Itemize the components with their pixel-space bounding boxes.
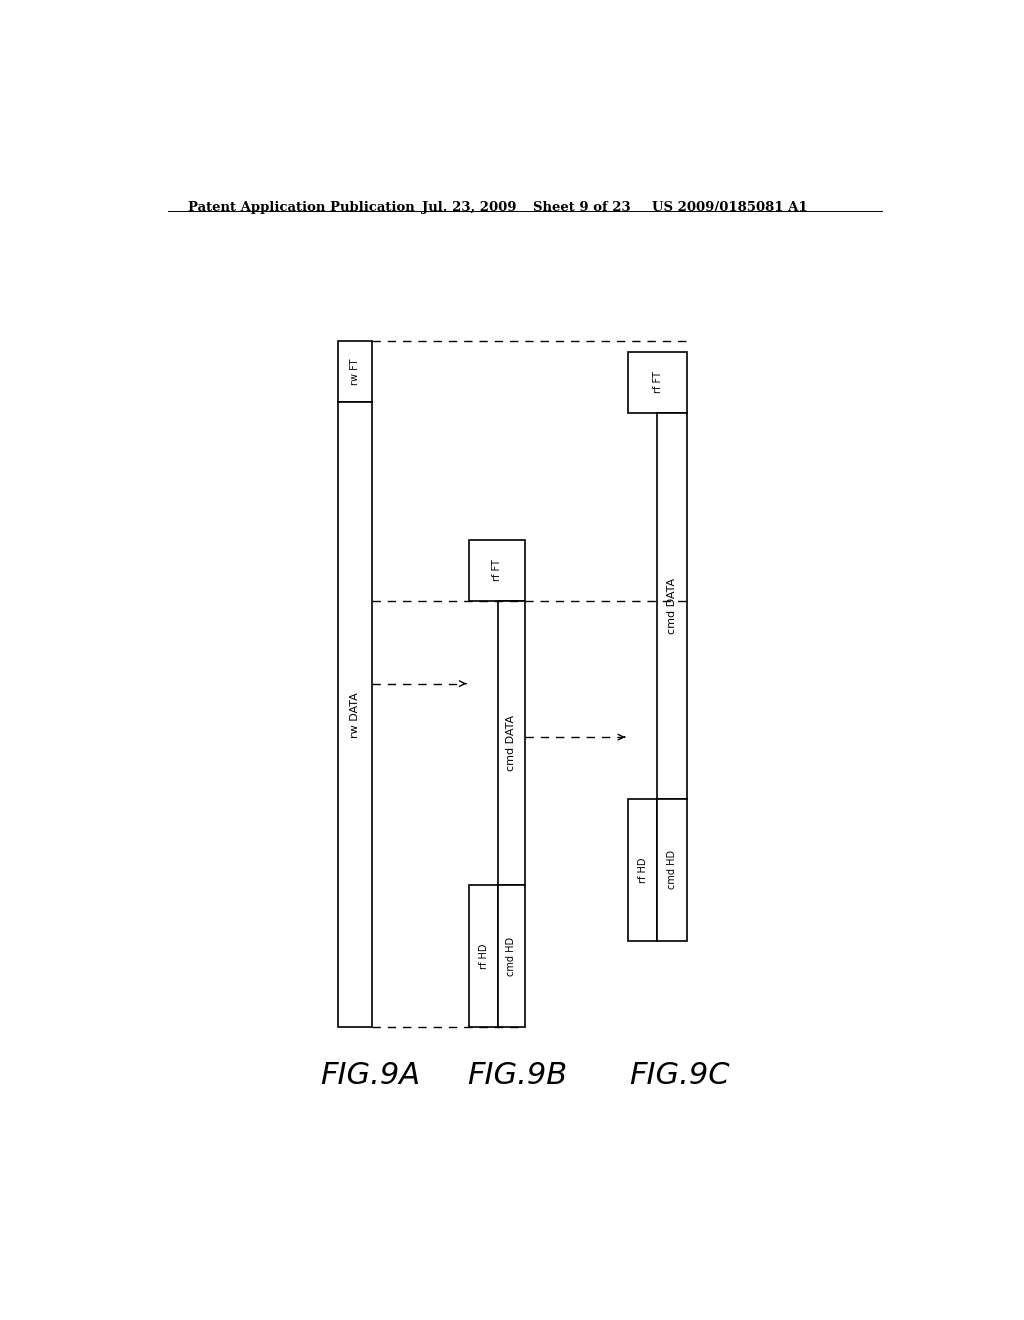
Text: rw DATA: rw DATA bbox=[350, 692, 360, 738]
Text: Jul. 23, 2009: Jul. 23, 2009 bbox=[422, 201, 516, 214]
Bar bbox=[498, 601, 524, 886]
Text: rf FT: rf FT bbox=[492, 560, 502, 581]
Text: cmd HD: cmd HD bbox=[668, 850, 678, 890]
Text: rf HD: rf HD bbox=[478, 944, 488, 969]
Bar bbox=[628, 799, 657, 941]
Text: rw FT: rw FT bbox=[350, 359, 360, 385]
Bar bbox=[657, 799, 687, 941]
Text: US 2009/0185081 A1: US 2009/0185081 A1 bbox=[652, 201, 807, 214]
Bar bbox=[469, 886, 498, 1027]
Text: cmd DATA: cmd DATA bbox=[668, 578, 678, 634]
Bar bbox=[338, 403, 372, 1027]
Text: cmd HD: cmd HD bbox=[506, 937, 516, 975]
Text: cmd DATA: cmd DATA bbox=[506, 714, 516, 771]
Bar bbox=[498, 886, 524, 1027]
Text: rf HD: rf HD bbox=[638, 857, 647, 883]
Bar bbox=[469, 540, 524, 601]
Text: Patent Application Publication: Patent Application Publication bbox=[187, 201, 415, 214]
Bar bbox=[628, 351, 687, 412]
Text: rf FT: rf FT bbox=[652, 371, 663, 393]
Text: FIG.9A: FIG.9A bbox=[319, 1061, 420, 1090]
Bar bbox=[657, 413, 687, 799]
Text: Sheet 9 of 23: Sheet 9 of 23 bbox=[532, 201, 631, 214]
Text: FIG.9C: FIG.9C bbox=[630, 1061, 730, 1090]
Bar bbox=[338, 342, 372, 403]
Text: FIG.9B: FIG.9B bbox=[467, 1061, 567, 1090]
